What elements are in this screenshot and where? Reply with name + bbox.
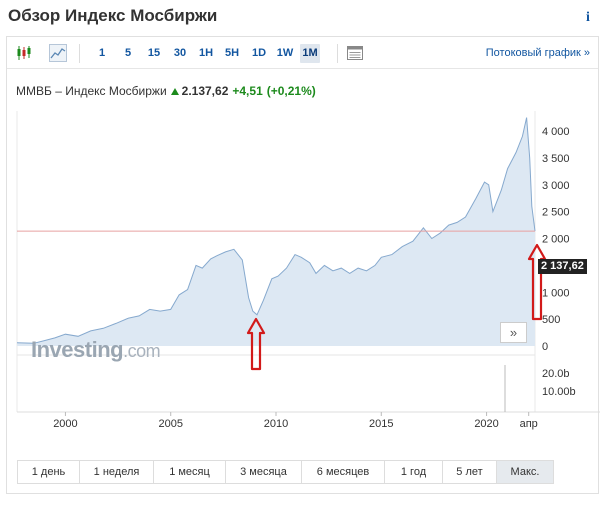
price-change-percent: (+0,21%) [266,84,316,98]
interval-button-1w[interactable]: 1W [276,47,294,59]
y-tick-label: 3 000 [542,180,570,192]
range-button-1[interactable]: 1 неделя [80,461,154,483]
price-line [16,117,536,344]
interval-button-1d[interactable]: 1D [251,47,267,59]
y-tick-label: 2 500 [542,207,570,219]
range-button-3[interactable]: 3 месяца [226,461,302,483]
table-icon[interactable] [346,44,364,62]
info-icon[interactable]: i [586,10,590,25]
interval-button-30[interactable]: 30 [173,47,187,59]
page-title: Обзор Индекс Мосбиржи [8,6,218,25]
instrument-name: ММВБ – Индекс Мосбиржи [16,84,167,98]
last-price: 2.137,62 [181,84,229,98]
range-button-2[interactable]: 1 месяц [154,461,226,483]
y-tick-label: 1 000 [542,287,570,299]
interval-button-1[interactable]: 1 [98,47,106,59]
y-tick-label: 500 [542,314,560,326]
range-button-0[interactable]: 1 день [18,461,80,483]
x-tick-label: 2010 [264,418,288,430]
x-tick-label: 2015 [369,418,393,430]
range-button-5[interactable]: 1 год [385,461,443,483]
x-tick-label: 2020 [474,418,498,430]
y-tick-label: 2 000 [542,234,570,246]
stream-chart-link[interactable]: Потоковый график » [485,47,590,59]
arrow-annotation-2009 [246,317,266,371]
quote-header: ММВБ – Индекс Мосбиржи 2.137,62 +4,51 (+0,2… [16,84,316,98]
range-button-4[interactable]: 6 месяцев [302,461,385,483]
volume-tick-label: 20.0b [542,368,570,380]
chart-widget: 1 5 15 30 1H 5H 1D 1W 1M Потоковый график » ММВБ… [6,36,600,494]
area-chart-icon[interactable] [49,44,67,62]
chart-toolbar: 1 5 15 30 1H 5H 1D 1W 1M Потоковый график » [7,37,598,69]
price-change: +4,51 [232,84,263,98]
interval-button-5[interactable]: 5 [124,47,132,59]
candlestick-icon[interactable] [15,44,33,62]
toolbar-separator [79,44,80,63]
range-button-7[interactable]: Макс. [497,461,553,483]
price-area [17,117,535,346]
y-tick-label: 4 000 [542,126,570,138]
toolbar-separator [337,44,338,63]
arrow-up-icon [170,88,179,95]
x-tick-label: 2005 [158,418,182,430]
y-tick-label: 0 [542,341,548,353]
volume-tick-label: 10.00b [542,386,576,398]
y-tick-label: 3 500 [542,153,570,165]
interval-button-5h[interactable]: 5H [224,47,240,59]
range-button-6[interactable]: 5 лет [443,461,497,483]
interval-button-1h[interactable]: 1H [198,47,214,59]
interval-button-15[interactable]: 15 [147,47,161,59]
interval-button-1m[interactable]: 1M [300,44,320,63]
x-tick-label: 2000 [53,418,77,430]
x-tick-label: апр [520,418,538,430]
time-range-selector: 1 день 1 неделя 1 месяц 3 месяца 6 месяцев 1 … [17,460,554,484]
expand-chart-button[interactable]: » [500,322,527,343]
current-price-tag: 2 137,62 [538,259,587,274]
investing-watermark: Investing.com [31,337,161,362]
